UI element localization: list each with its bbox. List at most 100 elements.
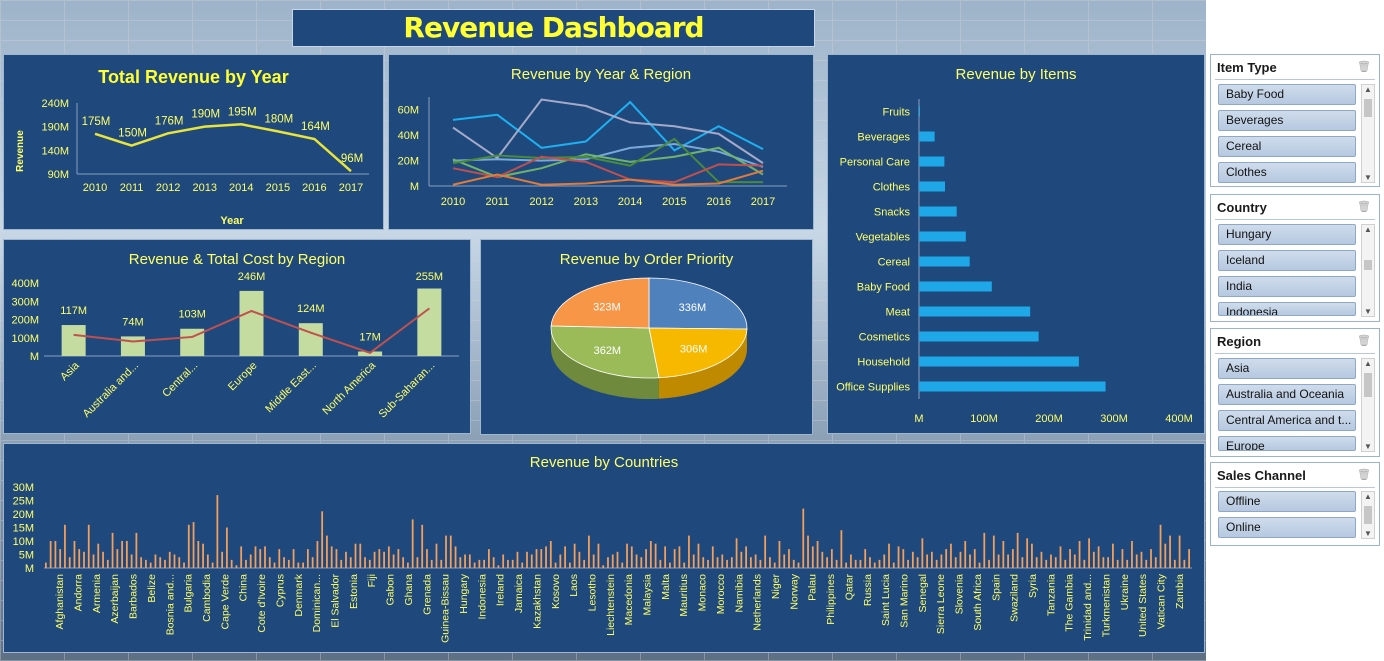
scroll-thumb[interactable]: [1364, 373, 1372, 397]
clear-filter-icon[interactable]: 🗑: [1357, 469, 1371, 481]
slicer-item[interactable]: Central America and t...: [1218, 410, 1356, 431]
scroll-up-icon[interactable]: ▲: [1364, 225, 1372, 234]
bar: [769, 557, 771, 568]
slicer-item-type[interactable]: Item Type 🗑 Baby Food Beverages Cereal C…: [1210, 54, 1380, 187]
y-tick-label: Meat: [886, 307, 910, 319]
bar: [635, 554, 638, 568]
bar: [202, 543, 204, 568]
slicer-item[interactable]: Australia and Oceania: [1218, 384, 1356, 405]
bar: [316, 541, 319, 568]
scroll-down-icon[interactable]: ▼: [1364, 173, 1372, 182]
x-tick-label: 2013: [192, 182, 216, 194]
y-tick-label: 20M: [13, 509, 34, 521]
slicer-item[interactable]: Online: [1218, 517, 1356, 538]
data-label: 323M: [593, 301, 621, 313]
bar: [1011, 549, 1014, 568]
slicer-item[interactable]: Iceland: [1218, 250, 1356, 271]
scroll-down-icon[interactable]: ▼: [1364, 307, 1372, 316]
x-tick-label: Spain: [990, 574, 1002, 601]
bar: [568, 562, 571, 568]
bar: [488, 549, 490, 568]
bar: [354, 543, 357, 568]
chart-revenue-by-items[interactable]: Revenue by Items Fruits Beverages Personal…: [827, 54, 1205, 434]
scroll-down-icon[interactable]: ▼: [1364, 442, 1372, 451]
slicer-scrollbar[interactable]: ▲ ▼: [1361, 224, 1375, 317]
bar: [154, 554, 157, 568]
slicer-sales-channel[interactable]: Sales Channel 🗑 Offline Online ▲ ▼: [1210, 462, 1380, 546]
scroll-thumb[interactable]: [1364, 260, 1372, 270]
clear-filter-icon[interactable]: 🗑: [1357, 335, 1371, 347]
bar: [340, 559, 343, 568]
y-tick-label: M: [25, 563, 34, 575]
items-chart-svg: Fruits Beverages Personal Care Clothes Snack…: [836, 99, 1193, 425]
series-line: [452, 137, 763, 184]
slicer-item[interactable]: Indonesia: [1218, 302, 1356, 316]
chart-revenue-by-countries[interactable]: Revenue by Countries M 5M 10M 15M 20M 25M 30M A…: [3, 443, 1205, 653]
x-tick-label: Cyprus: [274, 574, 286, 607]
x-tick-label: M: [914, 413, 923, 425]
x-tick-label: 2010: [83, 182, 107, 194]
bar: [530, 554, 533, 568]
bar: [78, 549, 81, 568]
bar: [1159, 524, 1162, 568]
x-tick-label: Turkmenistan: [1100, 574, 1112, 637]
slicer-item[interactable]: Cereal: [1218, 136, 1356, 157]
bar: [897, 546, 900, 568]
bar: [864, 549, 867, 568]
data-label: 180M: [264, 113, 293, 125]
slicer-divider: [1215, 219, 1375, 220]
bar: [1154, 557, 1157, 568]
bar: [1131, 541, 1133, 568]
bar: [268, 557, 271, 568]
scroll-down-icon[interactable]: ▼: [1364, 529, 1372, 538]
slicer-item[interactable]: India: [1218, 276, 1356, 297]
x-tick-label: Swaziland: [1009, 574, 1021, 622]
clear-filter-icon[interactable]: 🗑: [1357, 61, 1371, 73]
bar: [306, 549, 309, 568]
clear-filter-icon[interactable]: 🗑: [1357, 201, 1371, 213]
y-tick-label: 140M: [41, 145, 69, 157]
slicer-item[interactable]: Beverages: [1218, 110, 1356, 131]
y-tick-label: Vegetables: [856, 232, 911, 244]
bar: [919, 106, 920, 117]
chart-revenue-by-order-priority[interactable]: Revenue by Order Priority 336M 306M 362M 32…: [480, 239, 813, 435]
x-tick-label: 2015: [662, 196, 686, 208]
chart-revenue-by-year[interactable]: Total Revenue by Year 90M 140M 190M 240M 201…: [3, 54, 384, 230]
bar: [602, 565, 605, 568]
bar: [235, 565, 238, 568]
bar: [764, 535, 767, 568]
scroll-up-icon[interactable]: ▲: [1364, 85, 1372, 94]
bar: [621, 562, 624, 568]
slicer-scrollbar[interactable]: ▲ ▼: [1361, 358, 1375, 452]
bar: [492, 557, 495, 568]
priority-chart-svg: 336M 306M 362M 323M: [550, 277, 748, 399]
pie-slice: [648, 327, 748, 379]
slicer-item[interactable]: Hungary: [1218, 224, 1356, 245]
bar: [1069, 549, 1071, 568]
slicer-item[interactable]: Baby Food: [1218, 84, 1356, 105]
slicer-scrollbar[interactable]: ▲ ▼: [1361, 491, 1375, 539]
slicer-scrollbar[interactable]: ▲ ▼: [1361, 84, 1375, 183]
chart-revenue-by-year-region[interactable]: Revenue by Year & Region M 20M 40M 60M 2010 2…: [388, 54, 814, 230]
slicer-item[interactable]: Europe: [1218, 436, 1356, 451]
y-tick-label: 30M: [13, 482, 34, 494]
slicer-country[interactable]: Country 🗑 Hungary Iceland India Indonesi…: [1210, 194, 1380, 322]
slicer-item[interactable]: Offline: [1218, 491, 1356, 512]
scroll-up-icon[interactable]: ▲: [1364, 359, 1372, 368]
scroll-thumb[interactable]: [1364, 99, 1372, 117]
bar: [702, 557, 705, 568]
slicer-item[interactable]: Asia: [1218, 358, 1356, 379]
bar: [1035, 557, 1038, 568]
scroll-thumb[interactable]: [1364, 506, 1372, 524]
slicer-item[interactable]: Clothes: [1218, 162, 1356, 183]
bar: [754, 554, 757, 568]
bar: [978, 562, 981, 568]
x-tick-label: Indonesia: [476, 574, 488, 620]
x-tick-label: Namibia: [733, 574, 745, 613]
bar: [364, 557, 366, 568]
slicer-region[interactable]: Region 🗑 Asia Australia and Oceania Cent…: [1210, 328, 1380, 457]
chart-revenue-cost-by-region[interactable]: Revenue & Total Cost by Region M 100M 200M…: [3, 239, 471, 434]
scroll-up-icon[interactable]: ▲: [1364, 492, 1372, 501]
x-tick-label: 400M: [1165, 413, 1193, 425]
